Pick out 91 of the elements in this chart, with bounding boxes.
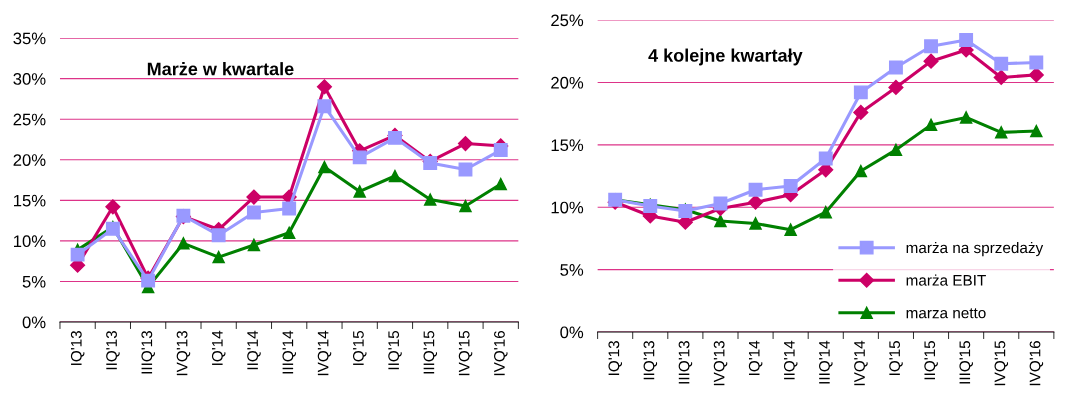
x-tick-label: IQ'14: [748, 340, 763, 375]
text: Marże w kwartale: [147, 62, 294, 76]
y-tick-label: 35%: [13, 32, 46, 45]
legend-label: marża na sprzedaży: [906, 241, 1044, 257]
y-tick-label: 10%: [551, 201, 584, 214]
x-tick-label: IQ'13: [70, 331, 85, 365]
point: [819, 205, 832, 219]
point: [388, 169, 402, 183]
y-tick-label: 5%: [560, 264, 584, 276]
text: 4 kolejne kwartały: [648, 48, 803, 66]
x-tick-label: IIIQ'14: [819, 340, 833, 384]
y-tick-label: 25%: [13, 113, 46, 126]
point: [70, 247, 85, 262]
x-tick-label: IQ'15: [889, 341, 903, 375]
point: [993, 69, 1009, 86]
point: [923, 53, 939, 69]
x-tick-label: IIIQ'15: [959, 341, 973, 384]
point: [282, 201, 297, 216]
point: [494, 177, 507, 191]
point: [853, 85, 868, 100]
x-tick-label: IVQ'14: [317, 330, 332, 376]
point: [959, 111, 973, 124]
point: [783, 179, 798, 193]
point: [889, 143, 903, 157]
point: [282, 226, 296, 240]
x-tick-label: IIQ'13: [106, 331, 120, 370]
point: [714, 214, 727, 228]
point: [177, 237, 190, 250]
x-tick-label: IQ'14: [211, 330, 226, 365]
point: [423, 193, 437, 206]
x-tick-label: IIQ'15: [388, 330, 402, 370]
point: [105, 199, 121, 215]
point: [317, 99, 332, 114]
y-tick-label: 0%: [560, 326, 584, 339]
y-tick-label: 20%: [551, 76, 584, 89]
x-tick-label: IIQ'14: [247, 330, 261, 370]
x-tick-label: IVQ'16: [494, 331, 508, 376]
y-tick-label: 0%: [22, 316, 46, 329]
point: [784, 223, 797, 236]
y-tick-label: 5%: [22, 275, 46, 288]
point: [246, 189, 262, 205]
y-tick-label: 10%: [14, 235, 46, 248]
point: [247, 238, 261, 252]
x-tick-label: IVQ'16: [1029, 341, 1044, 386]
point: [1028, 67, 1044, 83]
point: [1029, 55, 1044, 70]
point: [748, 182, 763, 197]
legend-label: marża EBIT: [906, 274, 986, 286]
point: [888, 79, 904, 96]
point: [994, 126, 1008, 139]
point: [211, 228, 226, 243]
point: [212, 250, 225, 264]
x-tick-label: IVQ'13: [176, 331, 191, 376]
point: [888, 60, 903, 75]
y-tick-label: 15%: [14, 194, 46, 207]
point: [924, 118, 938, 132]
point: [994, 56, 1009, 71]
x-tick-label: IIIQ'14: [282, 330, 297, 374]
point: [749, 217, 762, 230]
point: [316, 79, 333, 95]
x-tick-label: IVQ'13: [713, 341, 728, 386]
y-tick-label: 20%: [13, 154, 46, 166]
point: [818, 151, 833, 166]
point: [246, 205, 261, 220]
point: [353, 185, 366, 198]
y-tick-label: 30%: [13, 73, 46, 85]
x-tick-label: IIIQ'13: [678, 341, 693, 384]
point: [854, 164, 868, 178]
x-tick-label: IIIQ'13: [141, 331, 155, 374]
point: [457, 135, 474, 152]
x-tick-label: IVQ'14: [854, 340, 868, 386]
point: [959, 33, 974, 47]
x-tick-label: IQ'13: [608, 341, 622, 375]
x-tick-label: IVQ'15: [458, 330, 473, 376]
point: [318, 160, 331, 174]
point: [924, 39, 938, 54]
point: [747, 194, 764, 210]
x-tick-label: IIQ'15: [924, 341, 938, 380]
point: [459, 199, 472, 213]
point: [853, 104, 869, 120]
x-tick-label: IIQ'14: [783, 340, 798, 380]
point: [352, 150, 367, 165]
x-tick-label: IVQ'15: [994, 341, 1009, 386]
x-tick-label: IIQ'13: [643, 341, 658, 380]
y-tick-label: 25%: [551, 14, 584, 27]
x-tick-label: IIIQ'15: [423, 330, 438, 374]
y-tick-label: 15%: [551, 139, 584, 152]
x-tick-label: IQ'15: [352, 330, 367, 365]
point: [1030, 124, 1043, 138]
point: [493, 143, 508, 157]
legend-label: marza netto: [906, 308, 986, 319]
